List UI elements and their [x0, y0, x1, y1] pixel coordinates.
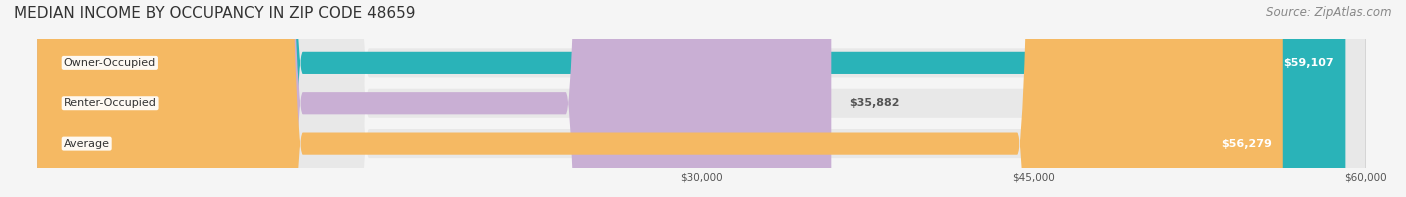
- Text: $56,279: $56,279: [1220, 139, 1271, 149]
- Text: Owner-Occupied: Owner-Occupied: [63, 58, 156, 68]
- FancyBboxPatch shape: [37, 0, 1365, 197]
- Text: Renter-Occupied: Renter-Occupied: [63, 98, 156, 108]
- Text: $35,882: $35,882: [849, 98, 900, 108]
- Text: MEDIAN INCOME BY OCCUPANCY IN ZIP CODE 48659: MEDIAN INCOME BY OCCUPANCY IN ZIP CODE 4…: [14, 6, 416, 21]
- Text: $59,107: $59,107: [1284, 58, 1334, 68]
- FancyBboxPatch shape: [37, 0, 831, 197]
- FancyBboxPatch shape: [37, 0, 1346, 197]
- Text: Source: ZipAtlas.com: Source: ZipAtlas.com: [1267, 6, 1392, 19]
- Text: Average: Average: [63, 139, 110, 149]
- FancyBboxPatch shape: [37, 0, 1282, 197]
- FancyBboxPatch shape: [37, 0, 1365, 197]
- FancyBboxPatch shape: [37, 0, 1365, 197]
